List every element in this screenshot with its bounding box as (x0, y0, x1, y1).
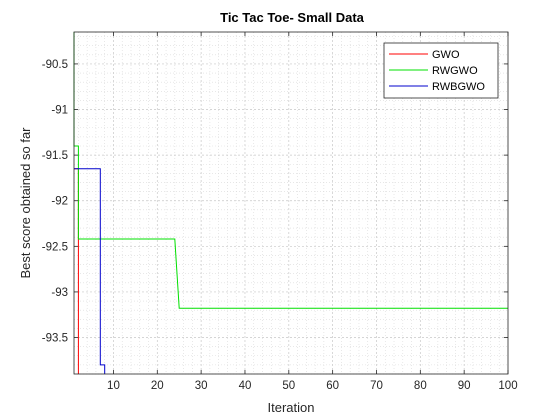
y-tick-label: -91.5 (42, 150, 68, 162)
y-tick-label: -90.5 (42, 59, 68, 71)
legend: GWO RWGWO RWBGWO (383, 42, 499, 99)
y-axis-label: Best score obtained so far (18, 127, 33, 279)
legend-label-rwgwo: RWGWO (432, 65, 478, 77)
axes-box (73, 31, 509, 375)
x-tick-label: 30 (195, 380, 208, 392)
chart-title: Tic Tac Toe- Small Data (220, 10, 365, 25)
x-tick-label: 90 (458, 380, 471, 392)
legend-label-gwo: GWO (432, 49, 460, 61)
x-tick-label: 100 (498, 380, 517, 392)
x-tick-label: 20 (151, 380, 164, 392)
series-line-rwbgwo (74, 168, 106, 374)
minor-grid (74, 32, 508, 375)
legend-label-rwbgwo: RWBGWO (432, 81, 485, 93)
y-tick-label: -91 (51, 105, 68, 117)
y-tick-label: -92.5 (42, 241, 68, 253)
y-axis-ticks: -90.5 -91 -91.5 -92 -92.5 -93 -93.5 (42, 59, 508, 345)
x-tick-label: 50 (282, 380, 295, 392)
x-axis-label: Iteration (268, 400, 315, 415)
x-tick-label: 70 (370, 380, 383, 392)
y-tick-label: -93.5 (42, 333, 68, 345)
x-tick-label: 10 (107, 380, 120, 392)
x-tick-label: 80 (414, 380, 427, 392)
x-tick-label: 60 (326, 380, 339, 392)
x-axis-ticks: 10 20 30 40 50 60 70 80 90 100 (107, 32, 518, 392)
y-tick-label: -92 (51, 196, 68, 208)
y-tick-label: -93 (51, 287, 68, 299)
x-tick-label: 40 (239, 380, 252, 392)
